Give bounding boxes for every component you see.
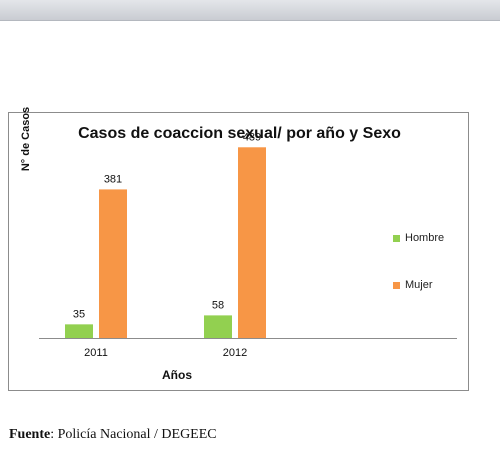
bar-chart: 35 381 2011 58 489 2012 [39, 131, 457, 359]
x-axis-label: Años [162, 368, 192, 382]
source-label: Fuente [9, 427, 51, 442]
chart-title: Casos de coaccion sexual/ por año y Sexo [78, 125, 401, 142]
data-label-hombre-2012: 58 [212, 299, 224, 311]
y-axis-label: N° de Casos [20, 106, 32, 172]
legend-item-mujer: Mujer [393, 279, 433, 291]
data-label-mujer-2012: 489 [243, 131, 261, 143]
bar-mujer-2011 [99, 189, 127, 338]
legend-label-mujer: Mujer [405, 279, 433, 291]
x-tick-label-2011: 2011 [84, 347, 108, 359]
legend-item-hombre: Hombre [393, 232, 444, 244]
window-top-bar [0, 0, 500, 21]
legend-swatch-mujer [393, 281, 400, 289]
source-text: : Policía Nacional / DEGEEC [50, 427, 217, 442]
bar-hombre-2011 [65, 324, 93, 338]
legend-label-hombre: Hombre [405, 232, 445, 244]
data-label-hombre-2011: 35 [73, 308, 85, 320]
bar-mujer-2012 [238, 147, 266, 338]
legend-swatch-hombre [393, 234, 400, 242]
x-tick-label-2012: 2012 [223, 347, 247, 359]
chart-frame: Casos de coaccion sexual/ por año y Sexo… [8, 112, 469, 391]
data-label-mujer-2011: 381 [104, 173, 122, 185]
bar-hombre-2012 [204, 315, 232, 338]
source-note: Fuente: Policía Nacional / DEGEEC [9, 427, 217, 443]
